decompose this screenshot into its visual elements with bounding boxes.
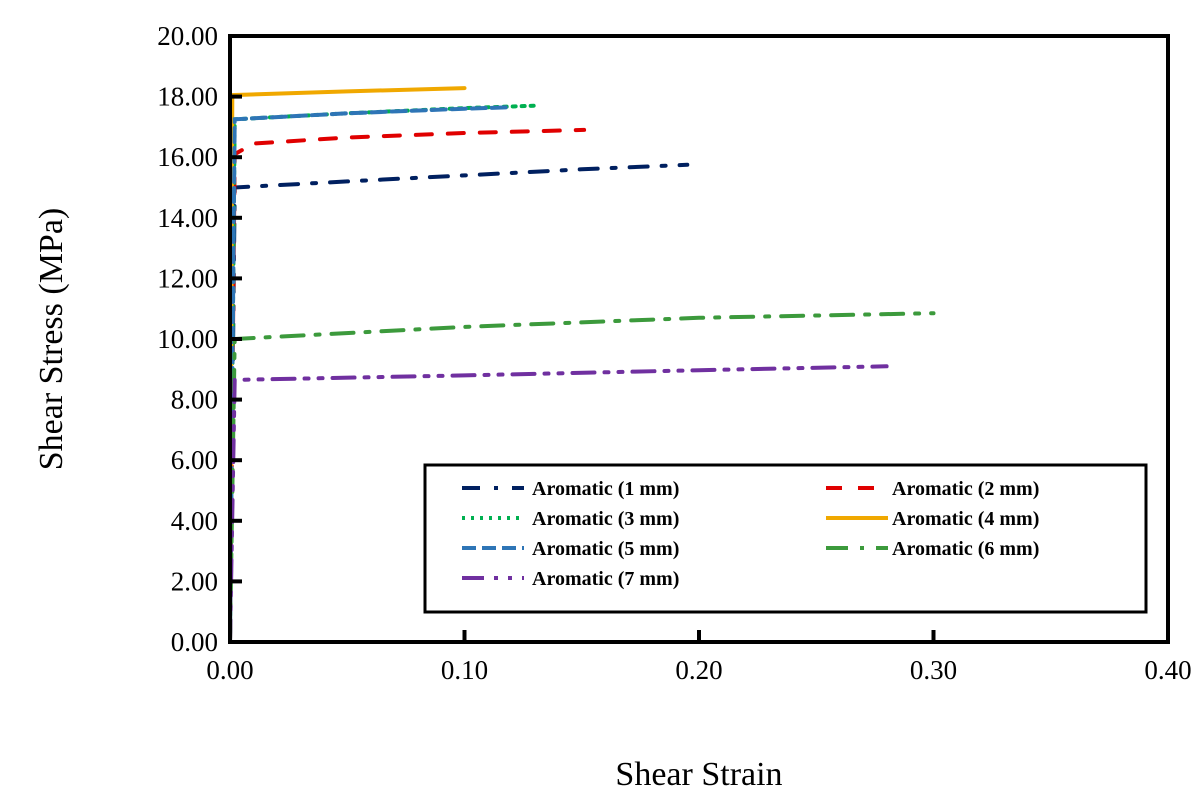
- y-tick-label: 20.00: [157, 21, 218, 51]
- y-tick-label: 18.00: [157, 82, 218, 112]
- y-tick-label: 10.00: [157, 324, 218, 354]
- x-axis-label: Shear Strain: [615, 756, 782, 793]
- y-tick-label: 8.00: [171, 385, 218, 415]
- legend-label: Aromatic (1 mm): [532, 478, 679, 500]
- series-line-7: [228, 364, 889, 644]
- y-tick-label: 4.00: [171, 506, 218, 536]
- series-line-3: [228, 103, 537, 644]
- y-tick-label: 6.00: [171, 445, 218, 475]
- x-tick-label: 0.00: [206, 655, 253, 685]
- y-tick-label: 16.00: [157, 142, 218, 172]
- legend-label: Aromatic (6 mm): [892, 538, 1039, 560]
- legend-label: Aromatic (5 mm): [532, 538, 679, 560]
- legend-box: [423, 463, 1148, 614]
- legend-label: Aromatic (3 mm): [532, 508, 679, 530]
- series-line-1: [228, 162, 690, 644]
- y-tick-label: 14.00: [157, 203, 218, 233]
- x-tick-label: 0.20: [675, 655, 722, 685]
- legend-label: Aromatic (7 mm): [532, 568, 679, 590]
- legend-label: Aromatic (2 mm): [892, 478, 1039, 500]
- x-tick-label: 0.40: [1144, 655, 1191, 685]
- y-tick-label: 0.00: [171, 627, 218, 657]
- x-tick-label: 0.30: [910, 655, 957, 685]
- legend-label: Aromatic (4 mm): [892, 508, 1039, 530]
- y-tick-label: 2.00: [171, 566, 218, 596]
- y-axis-label: Shear Stress (MPa): [33, 208, 70, 471]
- legend: Aromatic (1 mm) Aromatic (2 mm) Aromatic (…: [423, 463, 1148, 614]
- y-tick-label: 12.00: [157, 263, 218, 293]
- series-line-5: [228, 105, 514, 644]
- x-tick-label: 0.10: [441, 655, 488, 685]
- series-line-2: [228, 127, 587, 644]
